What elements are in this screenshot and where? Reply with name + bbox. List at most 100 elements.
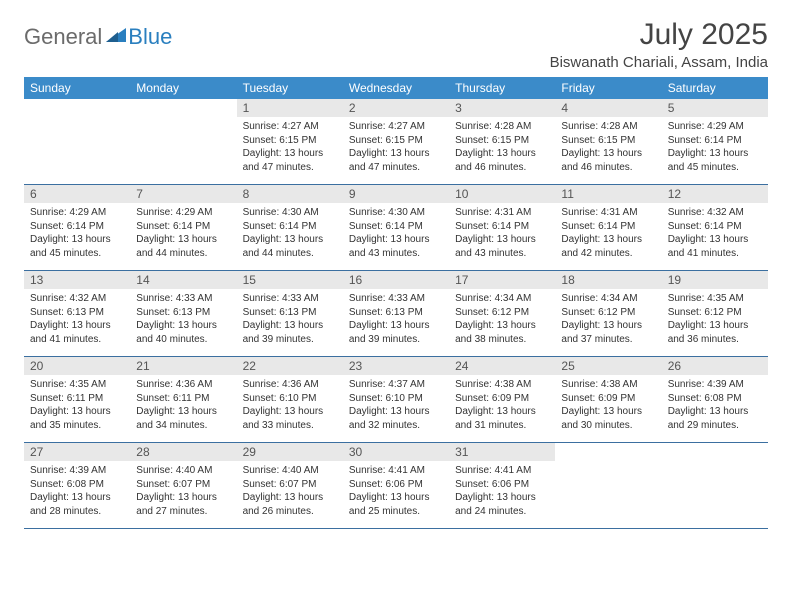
- day-number-cell: 2: [343, 99, 449, 117]
- day-content: Sunrise: 4:32 AMSunset: 6:13 PMDaylight:…: [24, 289, 130, 356]
- day-content: Sunrise: 4:29 AMSunset: 6:14 PMDaylight:…: [24, 203, 130, 270]
- day-number: 16: [343, 271, 449, 289]
- day-number-cell: 10: [449, 185, 555, 204]
- day-number: 5: [662, 99, 768, 117]
- day-number-cell: [555, 443, 661, 462]
- day-content-cell: Sunrise: 4:28 AMSunset: 6:15 PMDaylight:…: [555, 117, 661, 185]
- day-content: Sunrise: 4:27 AMSunset: 6:15 PMDaylight:…: [343, 117, 449, 184]
- weekday-header-row: Sunday Monday Tuesday Wednesday Thursday…: [24, 77, 768, 99]
- day-content-cell: Sunrise: 4:41 AMSunset: 6:06 PMDaylight:…: [449, 461, 555, 529]
- day-number-cell: 20: [24, 357, 130, 376]
- day-content: Sunrise: 4:33 AMSunset: 6:13 PMDaylight:…: [237, 289, 343, 356]
- day-number: 24: [449, 357, 555, 375]
- day-content-cell: Sunrise: 4:27 AMSunset: 6:15 PMDaylight:…: [237, 117, 343, 185]
- day-number-cell: [24, 99, 130, 117]
- weekday-header: Thursday: [449, 77, 555, 99]
- day-number: 30: [343, 443, 449, 461]
- day-number-cell: 8: [237, 185, 343, 204]
- logo: General Blue: [24, 18, 172, 50]
- day-number: 21: [130, 357, 236, 375]
- day-content-cell: Sunrise: 4:27 AMSunset: 6:15 PMDaylight:…: [343, 117, 449, 185]
- day-number-cell: 5: [662, 99, 768, 117]
- day-content: Sunrise: 4:36 AMSunset: 6:10 PMDaylight:…: [237, 375, 343, 442]
- day-content-cell: Sunrise: 4:39 AMSunset: 6:08 PMDaylight:…: [662, 375, 768, 443]
- day-content: [130, 117, 236, 179]
- day-content: Sunrise: 4:38 AMSunset: 6:09 PMDaylight:…: [449, 375, 555, 442]
- day-content: Sunrise: 4:30 AMSunset: 6:14 PMDaylight:…: [343, 203, 449, 270]
- weekday-header: Tuesday: [237, 77, 343, 99]
- day-content-cell: Sunrise: 4:34 AMSunset: 6:12 PMDaylight:…: [555, 289, 661, 357]
- day-number: 2: [343, 99, 449, 117]
- day-number: 12: [662, 185, 768, 203]
- day-content-cell: Sunrise: 4:38 AMSunset: 6:09 PMDaylight:…: [449, 375, 555, 443]
- day-content-cell: [555, 461, 661, 529]
- weekday-header: Monday: [130, 77, 236, 99]
- day-number: 11: [555, 185, 661, 203]
- day-content-cell: Sunrise: 4:40 AMSunset: 6:07 PMDaylight:…: [130, 461, 236, 529]
- logo-triangle-icon: [106, 26, 126, 47]
- day-number: [130, 99, 236, 103]
- day-content: Sunrise: 4:27 AMSunset: 6:15 PMDaylight:…: [237, 117, 343, 184]
- day-number-cell: 1: [237, 99, 343, 117]
- day-content-cell: Sunrise: 4:35 AMSunset: 6:11 PMDaylight:…: [24, 375, 130, 443]
- calendar-table: Sunday Monday Tuesday Wednesday Thursday…: [24, 77, 768, 529]
- day-content-cell: Sunrise: 4:30 AMSunset: 6:14 PMDaylight:…: [343, 203, 449, 271]
- day-content: Sunrise: 4:32 AMSunset: 6:14 PMDaylight:…: [662, 203, 768, 270]
- day-content: Sunrise: 4:31 AMSunset: 6:14 PMDaylight:…: [449, 203, 555, 270]
- day-content-cell: [130, 117, 236, 185]
- day-content-cell: [662, 461, 768, 529]
- day-number: 9: [343, 185, 449, 203]
- day-content: Sunrise: 4:35 AMSunset: 6:12 PMDaylight:…: [662, 289, 768, 356]
- header: General Blue July 2025 Biswanath Charial…: [24, 18, 768, 71]
- day-number-cell: 4: [555, 99, 661, 117]
- day-content: Sunrise: 4:34 AMSunset: 6:12 PMDaylight:…: [449, 289, 555, 356]
- day-number-cell: 19: [662, 271, 768, 290]
- day-number: 14: [130, 271, 236, 289]
- weekday-header: Friday: [555, 77, 661, 99]
- day-content-cell: Sunrise: 4:32 AMSunset: 6:13 PMDaylight:…: [24, 289, 130, 357]
- day-number: [24, 99, 130, 103]
- day-number: 23: [343, 357, 449, 375]
- day-content-cell: [24, 117, 130, 185]
- day-number: 27: [24, 443, 130, 461]
- day-content-cell: Sunrise: 4:40 AMSunset: 6:07 PMDaylight:…: [237, 461, 343, 529]
- day-number-cell: 30: [343, 443, 449, 462]
- day-number: 22: [237, 357, 343, 375]
- day-number-cell: 15: [237, 271, 343, 290]
- day-content-cell: Sunrise: 4:31 AMSunset: 6:14 PMDaylight:…: [449, 203, 555, 271]
- day-number-cell: 22: [237, 357, 343, 376]
- day-content-row: Sunrise: 4:32 AMSunset: 6:13 PMDaylight:…: [24, 289, 768, 357]
- day-content: Sunrise: 4:31 AMSunset: 6:14 PMDaylight:…: [555, 203, 661, 270]
- logo-text-2: Blue: [128, 24, 172, 50]
- day-content-row: Sunrise: 4:27 AMSunset: 6:15 PMDaylight:…: [24, 117, 768, 185]
- day-number: 13: [24, 271, 130, 289]
- day-content: Sunrise: 4:35 AMSunset: 6:11 PMDaylight:…: [24, 375, 130, 442]
- day-content: Sunrise: 4:28 AMSunset: 6:15 PMDaylight:…: [449, 117, 555, 184]
- day-number: 4: [555, 99, 661, 117]
- day-number: 17: [449, 271, 555, 289]
- day-number: 3: [449, 99, 555, 117]
- day-number-cell: 13: [24, 271, 130, 290]
- day-content: Sunrise: 4:40 AMSunset: 6:07 PMDaylight:…: [237, 461, 343, 528]
- day-number-cell: 21: [130, 357, 236, 376]
- day-number-cell: 17: [449, 271, 555, 290]
- day-content: Sunrise: 4:41 AMSunset: 6:06 PMDaylight:…: [449, 461, 555, 528]
- day-content: Sunrise: 4:41 AMSunset: 6:06 PMDaylight:…: [343, 461, 449, 528]
- day-content: Sunrise: 4:34 AMSunset: 6:12 PMDaylight:…: [555, 289, 661, 356]
- day-content-cell: Sunrise: 4:29 AMSunset: 6:14 PMDaylight:…: [24, 203, 130, 271]
- day-number: 28: [130, 443, 236, 461]
- day-content-cell: Sunrise: 4:36 AMSunset: 6:11 PMDaylight:…: [130, 375, 236, 443]
- day-number-cell: 6: [24, 185, 130, 204]
- day-number-cell: 16: [343, 271, 449, 290]
- day-number-row: 6789101112: [24, 185, 768, 204]
- day-content: [555, 461, 661, 523]
- day-number-cell: 31: [449, 443, 555, 462]
- day-number: 18: [555, 271, 661, 289]
- day-content: Sunrise: 4:39 AMSunset: 6:08 PMDaylight:…: [24, 461, 130, 528]
- title-block: July 2025 Biswanath Chariali, Assam, Ind…: [550, 18, 768, 71]
- day-content-cell: Sunrise: 4:33 AMSunset: 6:13 PMDaylight:…: [237, 289, 343, 357]
- day-number: 15: [237, 271, 343, 289]
- day-number-cell: 18: [555, 271, 661, 290]
- day-content: Sunrise: 4:37 AMSunset: 6:10 PMDaylight:…: [343, 375, 449, 442]
- day-content-cell: Sunrise: 4:28 AMSunset: 6:15 PMDaylight:…: [449, 117, 555, 185]
